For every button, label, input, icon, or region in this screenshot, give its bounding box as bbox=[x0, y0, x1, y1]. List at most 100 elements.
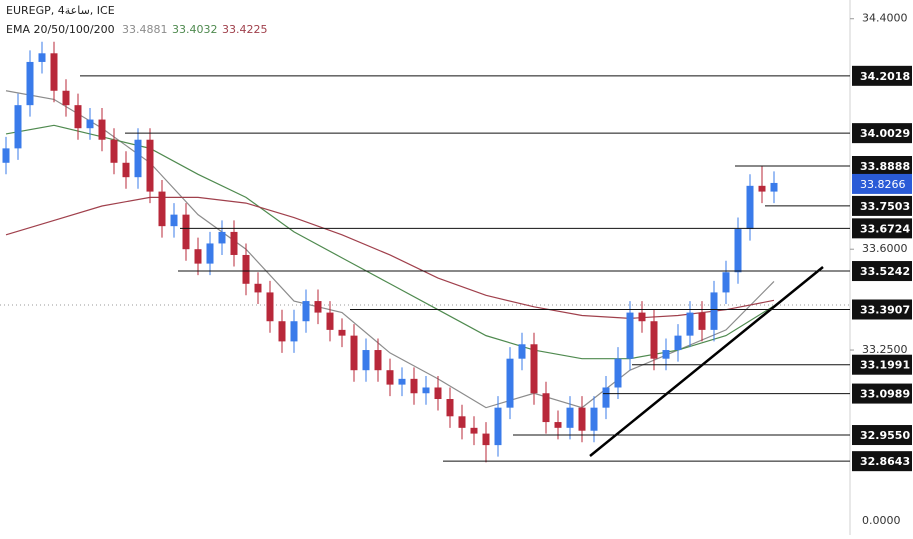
candle-body bbox=[122, 162, 130, 178]
candle-body bbox=[14, 105, 22, 149]
ema-line bbox=[5, 90, 775, 409]
level-label-box bbox=[852, 425, 912, 446]
level-label-box bbox=[852, 156, 912, 177]
candle-body bbox=[110, 139, 118, 163]
candle-body bbox=[458, 416, 466, 428]
level-label: 33.7503 bbox=[860, 200, 910, 213]
candle-body bbox=[74, 105, 82, 129]
candle-body bbox=[650, 321, 658, 359]
candle-body bbox=[194, 249, 202, 264]
candle-body bbox=[482, 433, 490, 446]
y-tick-label: 34.4000 bbox=[862, 12, 908, 25]
candle-body bbox=[398, 378, 406, 385]
candle-body bbox=[518, 344, 526, 359]
candle-body bbox=[206, 243, 214, 264]
candle-body bbox=[662, 350, 670, 359]
level-label: 33.3907 bbox=[860, 304, 910, 317]
candle-body bbox=[638, 312, 646, 322]
candle-body bbox=[218, 231, 226, 244]
candle-body bbox=[62, 90, 70, 106]
level-label: 33.5242 bbox=[860, 265, 910, 278]
candle-body bbox=[578, 407, 586, 431]
candle-body bbox=[98, 119, 106, 140]
level-label-box bbox=[852, 383, 912, 404]
candle-body bbox=[290, 321, 298, 342]
candle-body bbox=[170, 214, 178, 227]
candle-body bbox=[422, 387, 430, 394]
candle-body bbox=[530, 344, 538, 394]
candle-body bbox=[146, 139, 154, 192]
candle-body bbox=[326, 312, 334, 330]
y-tick-label: 33.2500 bbox=[862, 343, 908, 356]
level-label-box bbox=[852, 354, 912, 375]
ema-value: 33.4225 bbox=[222, 23, 268, 36]
y-tick-label: 33.6000 bbox=[862, 242, 908, 255]
level-label: 32.8643 bbox=[860, 455, 910, 468]
candle-body bbox=[386, 370, 394, 385]
candle-body bbox=[362, 350, 370, 371]
candle-body bbox=[26, 61, 34, 106]
candle-body bbox=[182, 214, 190, 250]
candle-body bbox=[2, 148, 10, 163]
candle-body bbox=[686, 312, 694, 336]
level-label: 34.2018 bbox=[860, 70, 910, 83]
ema-line bbox=[5, 196, 775, 319]
level-label-box bbox=[852, 261, 912, 282]
candle-body bbox=[698, 312, 706, 330]
candle-body bbox=[266, 292, 274, 322]
candle-body bbox=[602, 387, 610, 408]
candle-body bbox=[338, 329, 346, 336]
candle-body bbox=[38, 53, 46, 62]
candle-body bbox=[446, 399, 454, 417]
candle-body bbox=[614, 358, 622, 388]
level-label-box bbox=[852, 451, 912, 472]
candle-body bbox=[314, 301, 322, 313]
ema-value: 33.4032 bbox=[172, 23, 218, 36]
candle-body bbox=[758, 185, 766, 192]
level-label-box bbox=[852, 65, 912, 86]
level-label-box bbox=[852, 195, 912, 216]
level-label-box bbox=[852, 123, 912, 144]
chart-title: EUREGP, 4ساعة, ICE bbox=[6, 4, 115, 17]
candle-body bbox=[470, 427, 478, 434]
candle-body bbox=[374, 350, 382, 371]
bottom-label: 0.0000 bbox=[862, 514, 901, 527]
candle-body bbox=[230, 231, 238, 255]
candle-body bbox=[746, 185, 754, 230]
candle-body bbox=[494, 407, 502, 446]
candle-body bbox=[158, 191, 166, 227]
level-label-box bbox=[852, 299, 912, 320]
candle-body bbox=[710, 292, 718, 330]
ema-value: 33.4881 bbox=[122, 23, 168, 36]
candle-body bbox=[50, 53, 58, 91]
candle-body bbox=[770, 182, 778, 192]
last-price-label: 33.8266 bbox=[860, 178, 906, 191]
candle-body bbox=[134, 139, 142, 178]
level-label: 33.0989 bbox=[860, 388, 910, 401]
level-label: 34.0029 bbox=[860, 127, 910, 140]
candle-body bbox=[722, 272, 730, 293]
last-price-box bbox=[852, 173, 912, 194]
level-label-box bbox=[852, 218, 912, 239]
candle-body bbox=[434, 387, 442, 400]
candle-body bbox=[278, 321, 286, 342]
indicator-title: EMA 20/50/100/200 bbox=[6, 23, 115, 36]
plot bbox=[2, 41, 778, 463]
candle-body bbox=[350, 335, 358, 371]
candle-body bbox=[506, 358, 514, 408]
candle-body bbox=[566, 407, 574, 428]
candle-body bbox=[302, 301, 310, 322]
candle-body bbox=[554, 422, 562, 428]
candle-body bbox=[254, 283, 262, 293]
level-label: 33.8888 bbox=[860, 160, 910, 173]
candle-body bbox=[542, 393, 550, 423]
candle-body bbox=[734, 229, 742, 273]
candle-body bbox=[590, 407, 598, 431]
candle-body bbox=[86, 119, 94, 129]
candle-body bbox=[410, 378, 418, 394]
level-label: 33.6724 bbox=[860, 222, 910, 235]
level-label: 32.9550 bbox=[860, 429, 910, 442]
candle-body bbox=[626, 312, 634, 359]
